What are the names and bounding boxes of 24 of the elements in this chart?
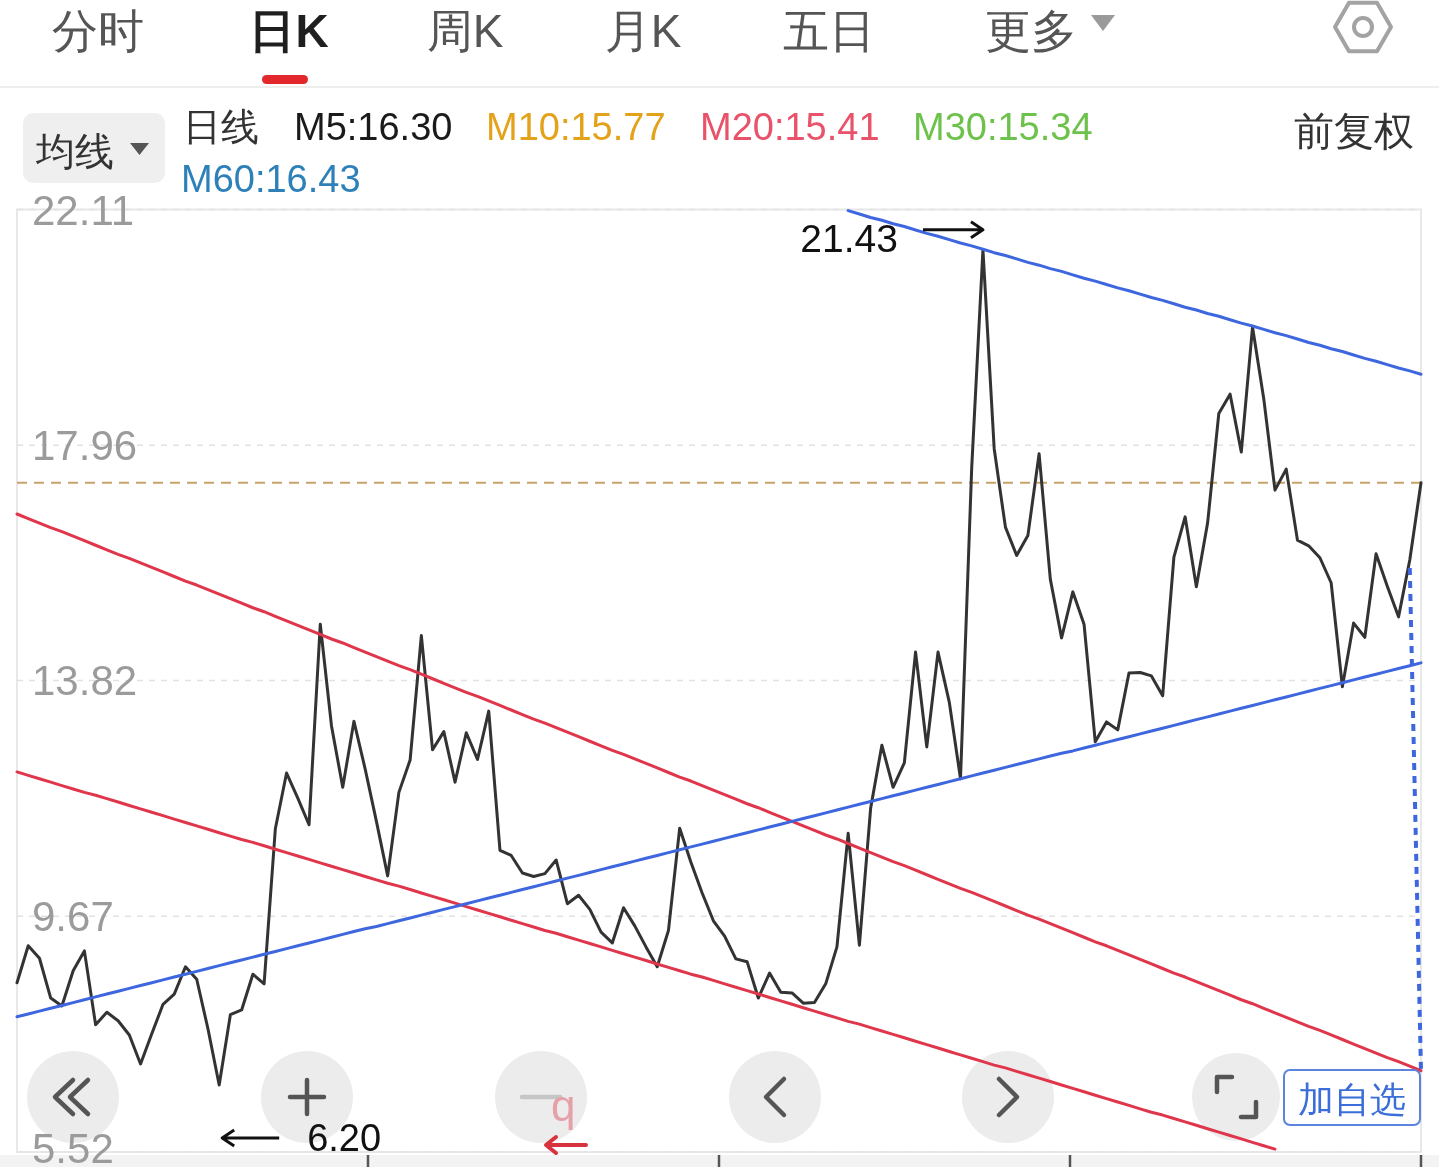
y-tick-label: 13.82 [32, 657, 138, 705]
annotation: q [551, 1081, 576, 1130]
y-tick-label: 5.52 [32, 1125, 114, 1167]
text: 五日 [783, 5, 875, 57]
annotation: 6.20 [307, 1116, 382, 1159]
text: 日线 [183, 106, 259, 148]
annotation: 加自选 [1298, 1079, 1406, 1120]
y-tick-label: 22.11 [32, 186, 134, 234]
text: 前复权 [1294, 109, 1414, 153]
text: 分时 [52, 5, 144, 57]
annotation: 21.43 [800, 216, 898, 260]
text: 更多 [985, 5, 1077, 57]
y-tick-label: 17.96 [32, 422, 138, 470]
text: 日K [249, 5, 329, 57]
text: M30:15.34 [913, 106, 1093, 148]
text: M10:15.77 [486, 106, 666, 148]
text: M20:15.41 [700, 106, 880, 148]
line-series [15, 512, 1423, 1073]
y-tick-label: 9.67 [32, 893, 114, 941]
text: 月K [604, 5, 682, 57]
text: M5:16.30 [294, 106, 453, 148]
text: M60:16.43 [181, 158, 361, 200]
text: 周K [426, 5, 504, 57]
text: 均线 [35, 130, 114, 173]
